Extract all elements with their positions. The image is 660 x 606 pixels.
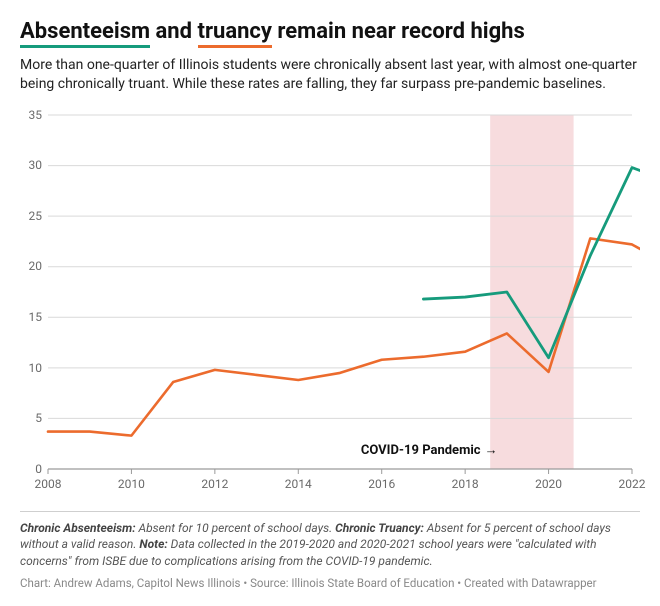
arrow-right-icon: → — [485, 443, 498, 458]
chart-area: 0 5 10 15 20 25 30 35 2008 2010 2012 2014 2016 2018 2… — [20, 109, 640, 499]
y-axis-tick: 0 — [20, 462, 42, 476]
y-axis-tick: 25 — [20, 209, 42, 223]
x-axis-tick: 2022 — [619, 477, 646, 491]
y-axis-tick: 10 — [20, 361, 42, 375]
y-axis-tick: 15 — [20, 310, 42, 324]
x-axis-tick: 2010 — [118, 477, 145, 491]
y-axis-tick: 35 — [20, 108, 42, 122]
title-word-absenteeism: Absenteeism — [20, 19, 150, 48]
x-axis-tick: 2008 — [35, 477, 62, 491]
x-axis-tick: 2018 — [452, 477, 479, 491]
chart-subtitle: More than one-quarter of Illinois studen… — [20, 56, 640, 95]
x-axis-tick: 2020 — [535, 477, 562, 491]
chart-credit: Chart: Andrew Adams, Capitol News Illino… — [20, 576, 640, 590]
x-axis-tick: 2014 — [285, 477, 312, 491]
y-axis-tick: 20 — [20, 259, 42, 273]
x-axis-tick: 2012 — [201, 477, 228, 491]
chart-title: Absenteeism and truancy remain near reco… — [20, 18, 640, 46]
y-axis-tick: 30 — [20, 158, 42, 172]
x-axis-tick: 2016 — [368, 477, 395, 491]
pandemic-annotation: COVID-19 Pandemic→ — [361, 442, 498, 458]
line-chart — [20, 109, 640, 499]
definitions-note: Chronic Absenteeism: Absent for 10 perce… — [20, 511, 640, 570]
y-axis-tick: 5 — [20, 411, 42, 425]
title-word-truancy: truancy — [198, 19, 272, 48]
